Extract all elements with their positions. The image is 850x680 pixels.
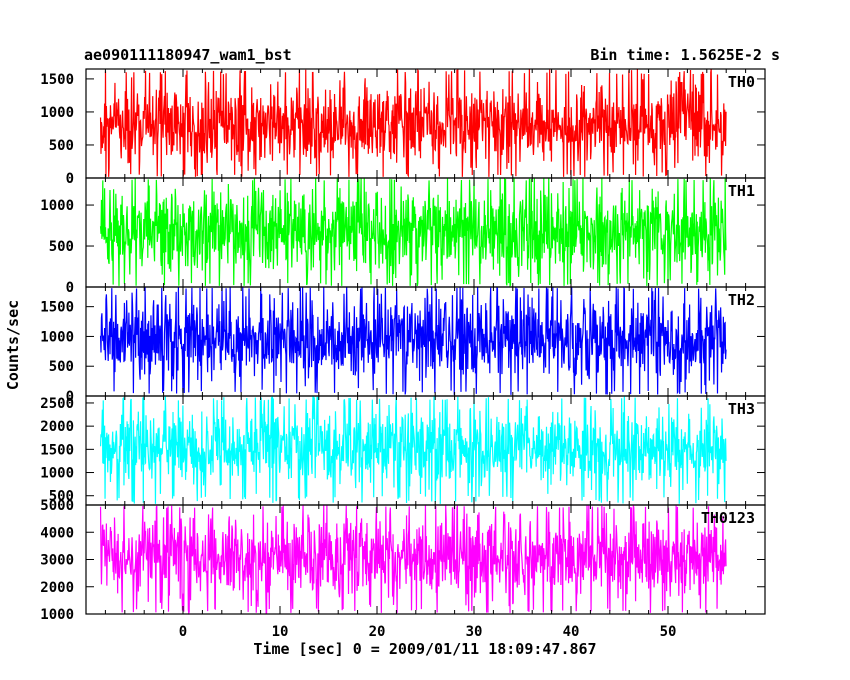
panel-stack: 0 500 1000 1500 TH0 0 500 1000 TH1 0 500 1000 1500 TH…: [40, 68, 766, 623]
y-tick-label: 0: [66, 171, 74, 187]
series-line-th3: [99, 395, 727, 504]
y-tick-label: 0: [66, 280, 74, 296]
panel-th0: 0 500 1000 1500 TH0: [40, 68, 766, 187]
x-tick-label: 50: [660, 624, 677, 640]
x-axis-label: Time [sec] 0 = 2009/01/11 18:09:47.867: [253, 640, 596, 658]
y-tick-label: 2000: [40, 580, 74, 596]
series-label-th3: TH3: [728, 400, 755, 418]
y-tick-label: 1000: [40, 329, 74, 345]
x-axis: 0 10 20 30 40 50: [179, 624, 677, 640]
series-label-th0123: TH0123: [701, 509, 755, 527]
series-line-th0123: [99, 504, 727, 616]
series-label-th2: TH2: [728, 291, 755, 309]
series-label-th0: TH0: [728, 73, 755, 91]
x-tick-label: 10: [272, 624, 289, 640]
series-line-th2: [99, 286, 727, 395]
y-tick-label: 4000: [40, 525, 74, 541]
x-tick-label: 0: [179, 624, 187, 640]
panel-th1: 0 500 1000 TH1: [40, 177, 766, 296]
y-tick-label: 1000: [40, 466, 74, 482]
panel-th0123: 1000 2000 3000 4000 5000 TH0123: [40, 498, 766, 623]
y-axis-label: Counts/sec: [4, 300, 22, 390]
y-tick-label: 1500: [40, 300, 74, 316]
x-tick-label: 30: [466, 624, 483, 640]
y-tick-label: 500: [49, 138, 74, 154]
series-label-th1: TH1: [728, 182, 755, 200]
series-line-th1: [99, 178, 727, 288]
y-tick-label: 0: [66, 389, 74, 405]
chart-title: ae090111180947_wam1_bst: [84, 46, 292, 64]
x-tick-label: 20: [369, 624, 386, 640]
y-tick-label: 2000: [40, 419, 74, 435]
y-tick-label: 1000: [40, 607, 74, 623]
y-tick-label: 1500: [40, 442, 74, 458]
y-tick-label: 500: [49, 359, 74, 375]
bin-time-label: Bin time: 1.5625E-2 s: [590, 46, 780, 64]
y-tick-label: 1000: [40, 198, 74, 214]
y-tick-label: 3000: [40, 553, 74, 569]
y-tick-label: 500: [49, 239, 74, 255]
y-tick-label: 1000: [40, 105, 74, 121]
y-tick-label: 5000: [40, 498, 74, 514]
panel-th3: 500 1000 1500 2000 2500 TH3: [40, 395, 766, 506]
y-tick-label: 1500: [40, 72, 74, 88]
y-tick-label: 500: [49, 489, 74, 505]
y-tick-label: 2500: [40, 396, 74, 412]
series-line-th0: [99, 68, 727, 178]
panel-th2: 0 500 1000 1500 TH2: [40, 286, 766, 405]
x-tick-label: 40: [563, 624, 580, 640]
